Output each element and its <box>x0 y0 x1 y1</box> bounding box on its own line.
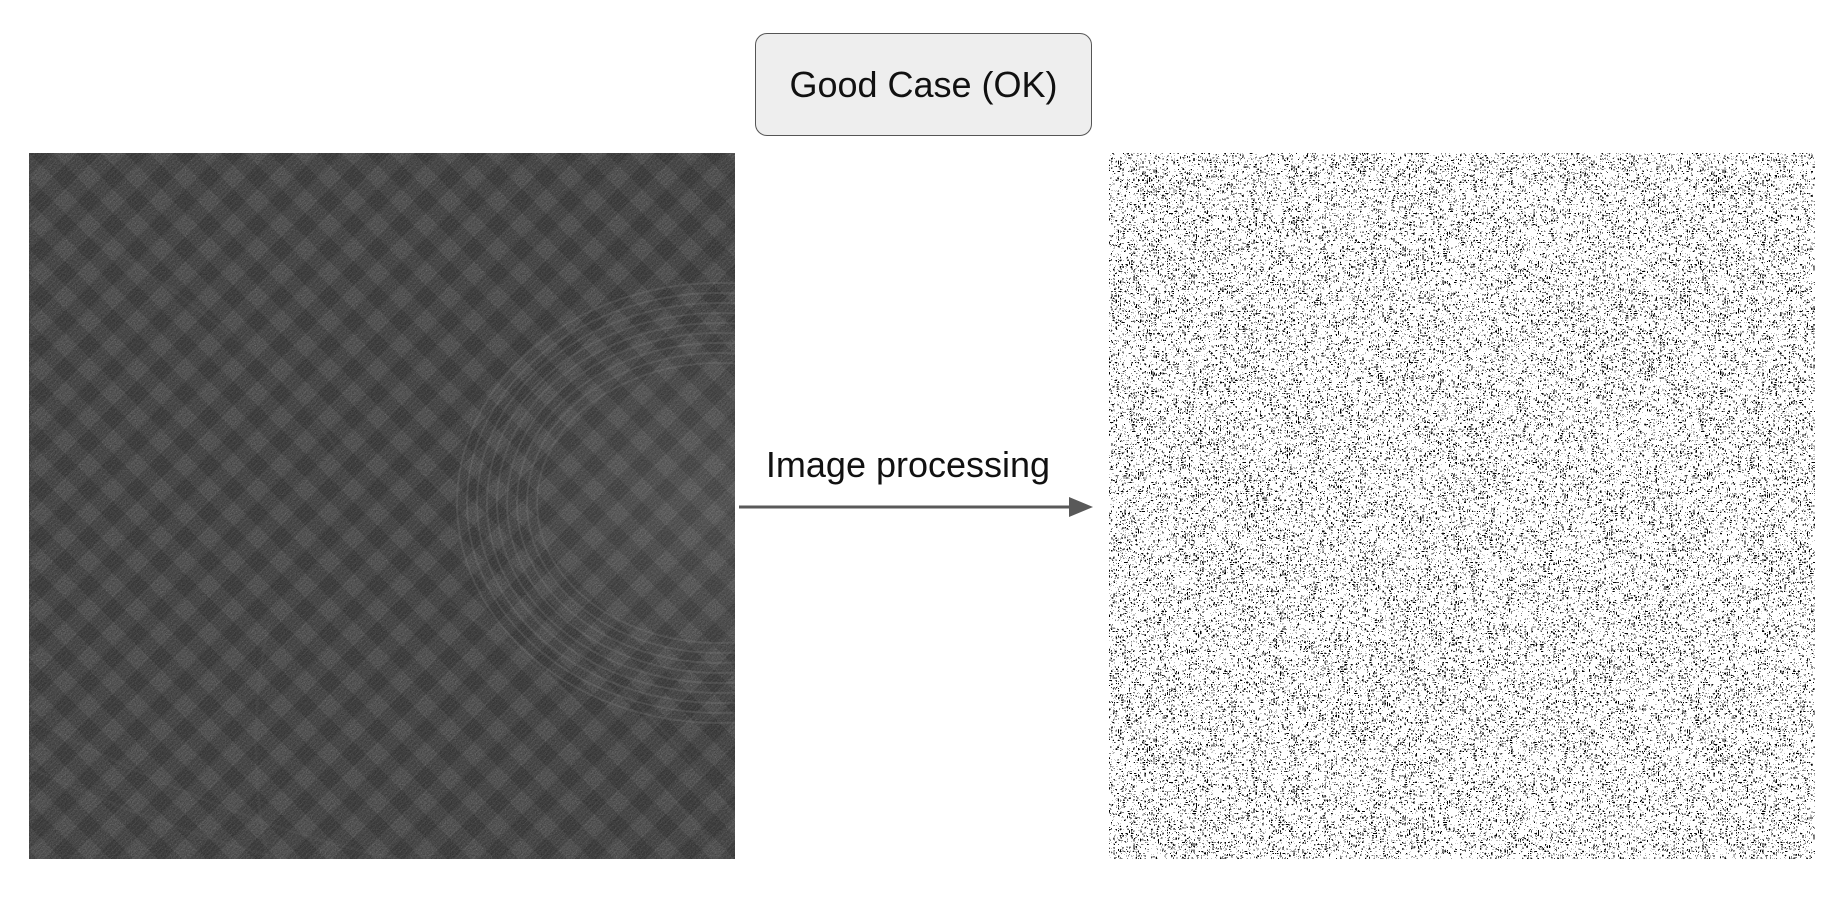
diagram-title: Good Case (OK) <box>755 33 1092 136</box>
process-arrow <box>739 495 1095 519</box>
output-image <box>1109 153 1815 859</box>
process-label: Image processing <box>765 444 1051 485</box>
input-image <box>29 153 735 859</box>
